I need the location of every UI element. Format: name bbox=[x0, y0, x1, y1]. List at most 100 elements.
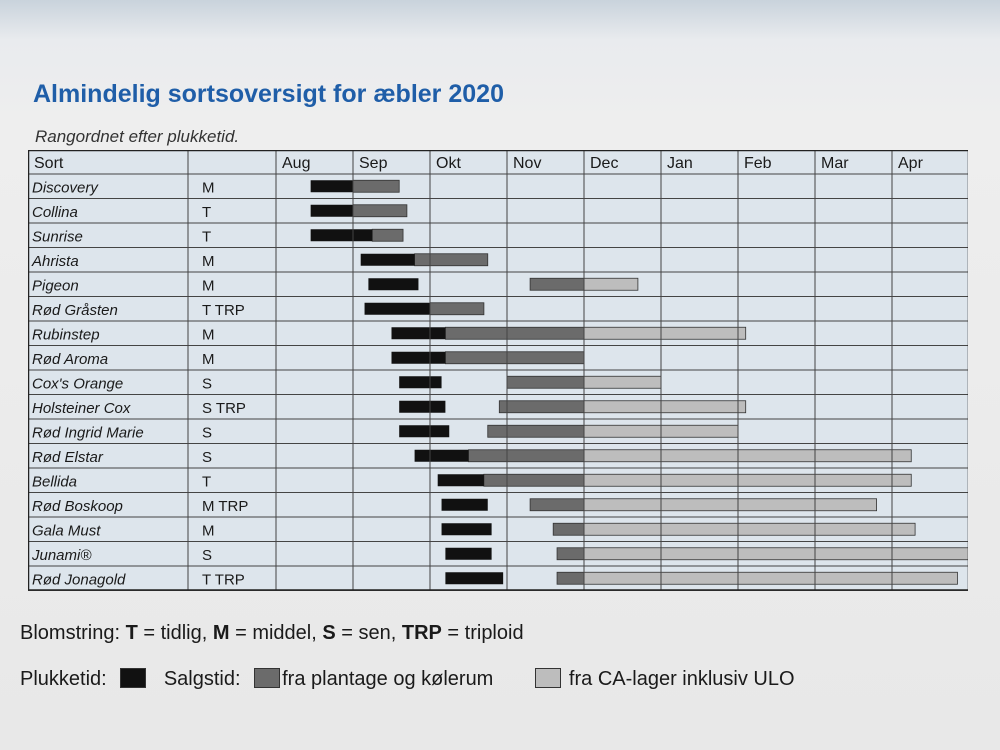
ca-bar bbox=[583, 277, 639, 291]
pick-bar bbox=[437, 474, 484, 487]
bloom-key-t: T bbox=[125, 622, 138, 644]
variety-name: Rød Boskoop bbox=[32, 498, 123, 515]
variety-name: Gala Must bbox=[32, 523, 101, 540]
pick-bar bbox=[310, 204, 353, 217]
store-bar bbox=[556, 571, 585, 585]
bloom-code: M bbox=[202, 180, 215, 197]
store-bar bbox=[468, 449, 585, 463]
store-bar bbox=[529, 498, 585, 512]
store-swatch bbox=[254, 668, 281, 688]
bloom-code: M bbox=[202, 278, 215, 295]
month-label-dec: Dec bbox=[590, 155, 618, 172]
store-bar bbox=[352, 204, 408, 218]
month-label-apr: Apr bbox=[898, 155, 924, 172]
variety-name: Rød Aroma bbox=[32, 351, 108, 368]
grid-border bbox=[28, 150, 968, 591]
sales-label: Salgstid: bbox=[163, 668, 241, 690]
bloom-desc-t: = tidlig, bbox=[137, 622, 213, 644]
pick-bar bbox=[368, 278, 419, 291]
store-bar bbox=[506, 375, 585, 389]
store-bar bbox=[552, 522, 585, 536]
variety-name: Junami® bbox=[31, 547, 92, 564]
store-bar bbox=[371, 228, 404, 242]
pick-bar bbox=[445, 572, 504, 585]
store-bar bbox=[444, 326, 585, 340]
page-title: Almindelig sortsoversigt for æbler 2020 bbox=[33, 80, 504, 108]
store-bar bbox=[444, 351, 585, 365]
variety-name: Rød Gråsten bbox=[32, 302, 118, 319]
variety-name: Rød Elstar bbox=[32, 449, 104, 466]
bloom-code: S bbox=[202, 425, 212, 442]
ca-bar bbox=[583, 571, 958, 585]
ca-swatch bbox=[534, 668, 561, 688]
variety-name: Ahrista bbox=[31, 253, 79, 270]
variety-name: Collina bbox=[32, 204, 78, 221]
pick-bar bbox=[310, 229, 373, 242]
pick-bar bbox=[441, 498, 488, 511]
store-bar bbox=[556, 547, 585, 561]
variety-name: Holsteiner Cox bbox=[32, 400, 131, 417]
bloom-code: T bbox=[202, 474, 211, 491]
bloom-code: T TRP bbox=[202, 572, 245, 589]
month-label-jan: Jan bbox=[667, 155, 693, 172]
ca-bar bbox=[583, 400, 747, 414]
bloom-key-m: M bbox=[212, 622, 230, 644]
pick-bar bbox=[364, 302, 430, 315]
pick-swatch bbox=[120, 668, 147, 688]
bloom-desc-m: = middel, bbox=[229, 622, 323, 644]
ca-bar bbox=[583, 375, 662, 389]
pick-bar bbox=[391, 351, 446, 364]
bloom-code: T bbox=[202, 229, 211, 246]
store-bar bbox=[429, 302, 485, 316]
bloom-code: M bbox=[202, 351, 215, 368]
subtitle: Rangordnet efter plukketid. bbox=[35, 127, 240, 146]
time-legend: Plukketid: Salgstid: fra plantage og køl… bbox=[20, 668, 795, 691]
month-label-feb: Feb bbox=[744, 155, 772, 172]
bloom-code: M bbox=[202, 253, 215, 270]
store-bar bbox=[498, 400, 585, 414]
ca-label: fra CA-lager inklusiv ULO bbox=[568, 668, 795, 690]
month-label-aug: Aug bbox=[282, 155, 310, 172]
ca-bar bbox=[583, 547, 968, 561]
bloom-legend: Blomstring: T = tidlig, M = middel, S = … bbox=[20, 622, 524, 645]
store-bar bbox=[483, 473, 585, 487]
bloom-desc-trp: = triploid bbox=[441, 622, 524, 644]
bloom-code: S bbox=[202, 547, 212, 564]
variety-name: Discovery bbox=[32, 180, 99, 197]
pick-bar bbox=[310, 180, 353, 193]
bloom-code: T bbox=[202, 204, 211, 221]
bloom-key-s: S bbox=[322, 622, 336, 644]
header-sort: Sort bbox=[34, 155, 64, 172]
bloom-code: M TRP bbox=[202, 498, 248, 515]
month-label-mar: Mar bbox=[821, 155, 849, 172]
pick-bar bbox=[399, 376, 442, 389]
ca-bar bbox=[583, 326, 747, 340]
bloom-desc-s: = sen, bbox=[335, 622, 402, 644]
month-label-okt: Okt bbox=[436, 155, 461, 172]
store-label: fra plantage og kølerum bbox=[282, 668, 494, 690]
ca-bar bbox=[583, 473, 912, 487]
pick-bar bbox=[445, 547, 492, 560]
bloom-code: S bbox=[202, 449, 212, 466]
bloom-code: S bbox=[202, 376, 212, 393]
bloom-code: M bbox=[202, 327, 215, 344]
variety-name: Rød Jonagold bbox=[32, 572, 126, 589]
bloom-prefix: Blomstring: bbox=[20, 622, 126, 644]
ca-bar bbox=[583, 522, 916, 536]
store-bar bbox=[414, 253, 489, 267]
bloom-code: M bbox=[202, 523, 215, 540]
ca-bar bbox=[583, 498, 878, 512]
store-bar bbox=[487, 424, 585, 438]
store-bar bbox=[529, 277, 585, 291]
bloom-key-trp: TRP bbox=[401, 622, 442, 644]
pick-bar bbox=[441, 523, 492, 536]
pick-bar bbox=[399, 400, 446, 413]
gantt-chart: Sort Aug Sep Okt Nov Dec Jan Feb Mar Apr Discovery… bbox=[28, 150, 968, 591]
ca-bar bbox=[583, 449, 912, 463]
bloom-code: S TRP bbox=[202, 400, 246, 417]
bloom-code: T TRP bbox=[202, 302, 245, 319]
pick-bar bbox=[399, 425, 450, 438]
variety-name: Rød Ingrid Marie bbox=[32, 425, 144, 442]
month-label-sep: Sep bbox=[359, 155, 388, 172]
variety-name: Pigeon bbox=[32, 278, 79, 295]
